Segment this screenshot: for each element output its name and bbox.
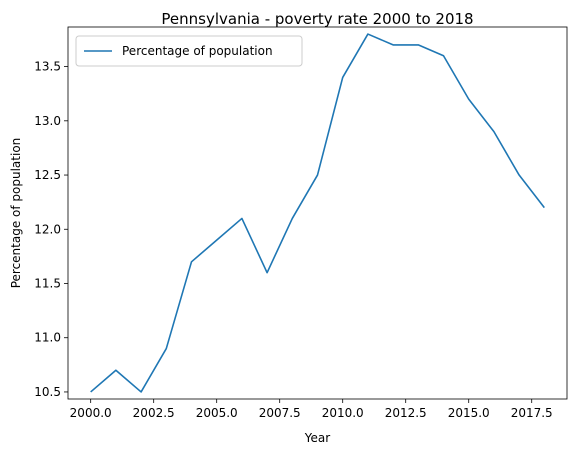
x-tick-label: 2000.0	[70, 406, 112, 420]
legend: Percentage of population	[75, 35, 303, 67]
legend-frame	[75, 35, 303, 67]
y-tick-label: 13.5	[34, 60, 61, 74]
y-tick-label: 12.5	[34, 168, 61, 182]
x-axis: 2000.0 2002.5 2005.0 2007.5 2010.0 2012.5 2015…	[70, 399, 553, 420]
chart-title: Pennsylvania - poverty rate 2000 to 2018	[161, 10, 473, 28]
x-axis-label: Year	[304, 431, 330, 445]
y-tick-label: 12.0	[34, 222, 61, 236]
x-tick-label: 2005.0	[196, 406, 238, 420]
legend-label: Percentage of population	[122, 44, 273, 58]
plot-frame	[67, 26, 568, 400]
y-axis-label: Percentage of population	[9, 138, 23, 289]
x-tick-label: 2015.0	[448, 406, 490, 420]
y-tick-label: 13.0	[34, 114, 61, 128]
y-axis: 10.5 11.0 11.5 12.0 12.5 13.0 13.5	[34, 60, 68, 399]
y-tick-label: 11.0	[34, 331, 61, 345]
x-tick-label: 2007.5	[259, 406, 301, 420]
x-tick-label: 2010.0	[322, 406, 364, 420]
y-tick-label: 10.5	[34, 385, 61, 399]
series-layer	[90, 33, 545, 393]
series-line	[90, 33, 545, 393]
x-tick-label: 2002.5	[133, 406, 175, 420]
y-tick-label: 11.5	[34, 276, 61, 290]
x-tick-label: 2012.5	[385, 406, 427, 420]
x-tick-label: 2017.5	[511, 406, 553, 420]
